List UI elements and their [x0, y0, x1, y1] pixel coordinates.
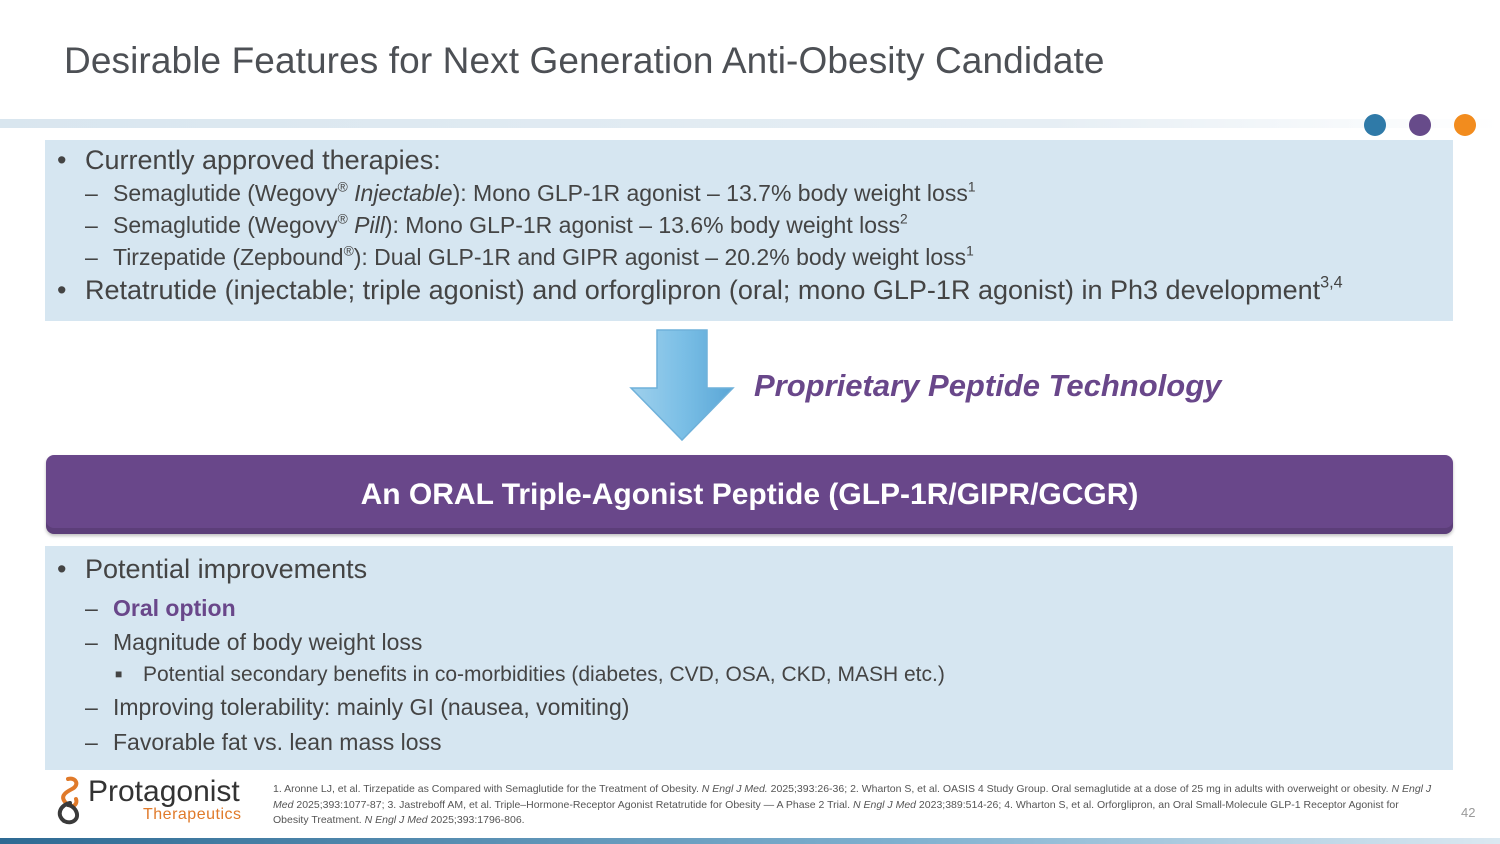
accent-dot-orange [1454, 114, 1476, 136]
therapy-item: – Semaglutide (Wegovy® Pill): Mono GLP-1R… [85, 211, 908, 238]
improvement-item: – Improving tolerability: mainly GI (naus… [85, 694, 630, 720]
logo-subtitle: Therapeutics [143, 806, 242, 823]
page-number: 42 [1461, 805, 1476, 820]
candidate-label: An ORAL Triple-Agonist Peptide (GLP-1R/G… [360, 477, 1139, 511]
therapy-item: – Tirzepatide (Zepbound®): Dual GLP-1R an… [85, 243, 974, 270]
improvement-item: – Favorable fat vs. lean mass loss [85, 729, 442, 755]
slide-title: Desirable Features for Next Generation A… [64, 40, 1105, 81]
improvements-box: • Potential improvements – Oral option – Ma… [45, 546, 1453, 770]
references: 1. Aronne LJ, et al. Tirzepatide as Comp… [273, 783, 1432, 826]
improvement-item: – Magnitude of body weight loss [85, 629, 423, 655]
improvements-heading: • Potential improvements [57, 554, 368, 584]
logo-wordmark: Protagonist [88, 775, 240, 808]
current-heading: • Currently approved therapies: [57, 145, 441, 175]
footer-bar [0, 838, 1500, 844]
protagonist-logo-icon [57, 776, 79, 825]
pipeline-item: • Retatrutide (injectable; triple agonist… [57, 273, 1343, 305]
sub-improvement-item: ■ Potential secondary benefits in co-morb… [115, 663, 945, 686]
technology-label: Proprietary Peptide Technology [754, 368, 1222, 403]
candidate-banner: An ORAL Triple-Agonist Peptide (GLP-1R/G… [46, 455, 1453, 534]
title-rule [0, 119, 1500, 128]
accent-dot-blue [1364, 114, 1386, 136]
down-arrow-icon [629, 329, 735, 442]
improvement-item-oral: – Oral option [85, 595, 236, 621]
current-therapies-box: • Currently approved therapies: – Semaglut… [45, 140, 1453, 321]
therapy-item: – Semaglutide (Wegovy® Injectable): Mono … [85, 179, 976, 206]
accent-dot-purple [1409, 114, 1431, 136]
